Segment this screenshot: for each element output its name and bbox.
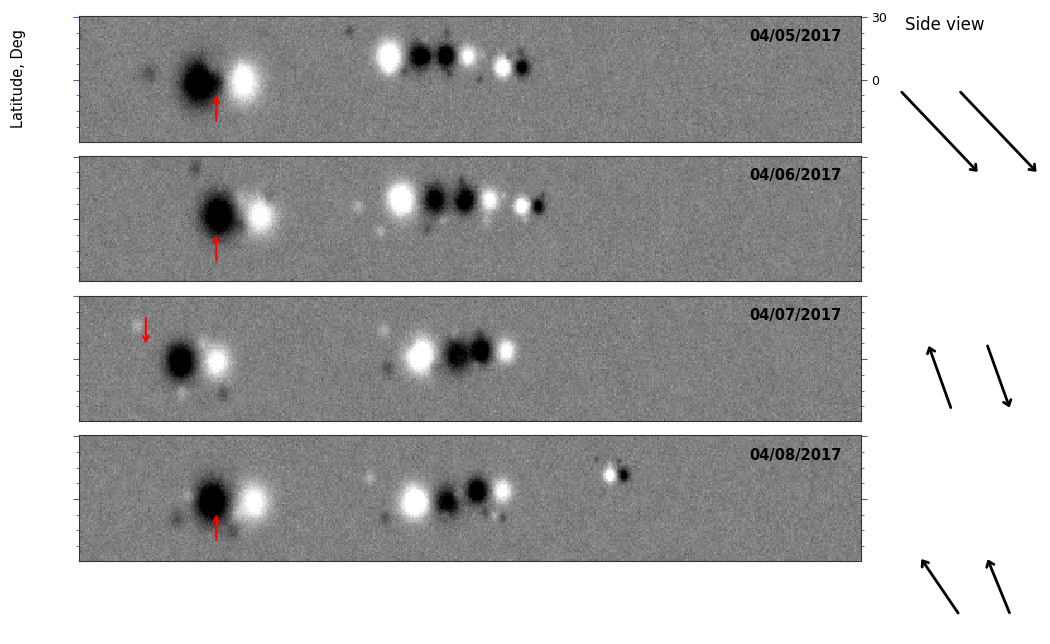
Text: Latitude, Deg: Latitude, Deg bbox=[12, 30, 26, 128]
Text: Side view: Side view bbox=[905, 16, 985, 34]
Text: 04/06/2017: 04/06/2017 bbox=[750, 169, 841, 184]
Text: 04/05/2017: 04/05/2017 bbox=[749, 28, 841, 44]
Text: 04/07/2017: 04/07/2017 bbox=[750, 308, 841, 323]
Text: 04/08/2017: 04/08/2017 bbox=[749, 448, 841, 463]
